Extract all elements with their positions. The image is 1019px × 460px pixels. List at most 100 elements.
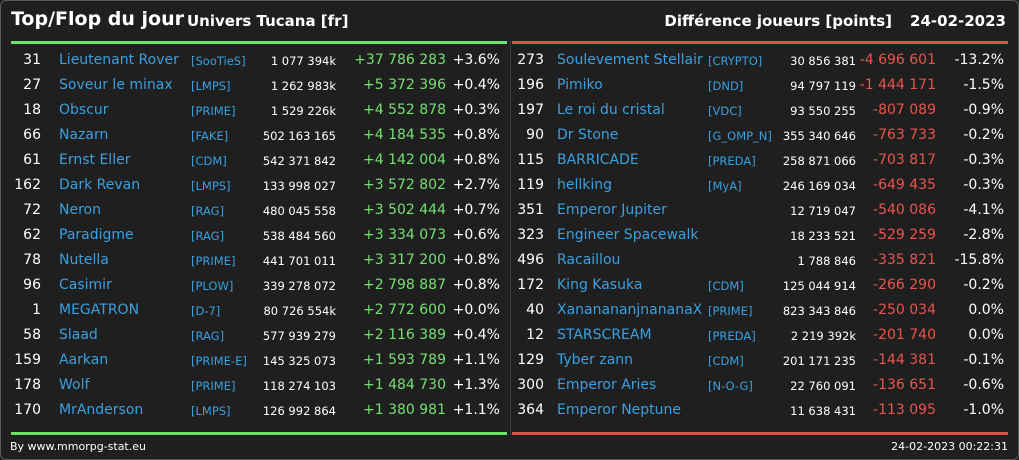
- player-name-link[interactable]: MrAnderson: [59, 402, 144, 418]
- player-row: 300 Emperor Aries [N-O-G] 22 760 091 -136 65…: [512, 373, 1018, 398]
- player-row: 66 Nazarn [FAKE] 502 163 165 +4 184 535 +0.8%: [1, 123, 509, 148]
- player-rank: 170: [14, 402, 41, 418]
- player-name-link[interactable]: Slaad: [59, 327, 98, 343]
- alliance-tag[interactable]: [PRIME-E]: [191, 354, 247, 368]
- alliance-tag[interactable]: [G_OMP_N]: [708, 129, 772, 143]
- player-name-link[interactable]: Engineer Spacewalk: [557, 227, 699, 243]
- player-points: 1 788 846: [797, 254, 856, 268]
- player-name-link[interactable]: STARSCREAM: [557, 327, 652, 343]
- alliance-tag[interactable]: [D-7]: [191, 304, 221, 318]
- player-rank: 496: [517, 252, 544, 268]
- points-difference: +2 772 600: [363, 302, 446, 318]
- alliance-tag[interactable]: [PRIME]: [708, 304, 753, 318]
- player-name-link[interactable]: MEGATRON: [59, 302, 140, 318]
- percent-change: -2.8%: [963, 227, 1004, 243]
- player-name-link[interactable]: Tyber zann: [557, 352, 634, 368]
- percent-change: 0.0%: [968, 302, 1004, 318]
- alliance-tag[interactable]: [PLOW]: [191, 279, 234, 293]
- alliance-tag[interactable]: [PREDA]: [708, 154, 756, 168]
- player-name-link[interactable]: Le roi du cristal: [557, 102, 665, 118]
- player-rank: 273: [517, 52, 544, 68]
- alliance-tag[interactable]: [RAG]: [191, 204, 225, 218]
- player-name-link[interactable]: Soulevement Stellair: [557, 52, 703, 68]
- player-name-link[interactable]: Aarkan: [59, 352, 109, 368]
- player-name-link[interactable]: Nutella: [59, 252, 109, 268]
- player-points: 22 760 091: [790, 379, 856, 393]
- player-name-link[interactable]: Paradigme: [59, 227, 134, 243]
- player-name-link[interactable]: Ernst Eller: [59, 152, 131, 168]
- player-rank: 18: [23, 102, 41, 118]
- points-difference: +4 142 004: [363, 152, 446, 168]
- player-name-link[interactable]: Casimir: [59, 277, 112, 293]
- player-points: 823 343 846: [782, 304, 856, 318]
- player-name-link[interactable]: Soveur le minax: [59, 77, 173, 93]
- alliance-tag[interactable]: [LMPS]: [191, 79, 231, 93]
- loss-divider-bottom: [512, 432, 1008, 435]
- player-name-link[interactable]: Emperor Aries: [557, 377, 657, 393]
- player-row: 1 MEGATRON [D-7] 80 726 554k +2 772 600 +0.0%: [1, 298, 509, 323]
- player-rank: 119: [517, 177, 544, 193]
- player-row: 27 Soveur le minax [LMPS] 1 262 983k +5 372 …: [1, 73, 509, 98]
- percent-change: +1.1%: [452, 402, 500, 418]
- alliance-tag[interactable]: [PREDA]: [708, 329, 756, 343]
- points-difference: +3 317 200: [363, 252, 446, 268]
- player-name-link[interactable]: Pimiko: [557, 77, 603, 93]
- alliance-tag[interactable]: [VDC]: [708, 104, 742, 118]
- player-points: 1 529 226k: [270, 104, 336, 118]
- percent-change: +0.8%: [452, 127, 500, 143]
- player-name-link[interactable]: Dark Revan: [59, 177, 141, 193]
- player-rank: 62: [23, 227, 41, 243]
- player-row: 62 Paradigme [RAG] 538 484 560 +3 334 073 +0.…: [1, 223, 509, 248]
- player-rank: 96: [23, 277, 41, 293]
- player-name-link[interactable]: Neron: [59, 202, 101, 218]
- top-gainers-list: 31 Lieutenant Rover [SooTieS] 1 077 394k +37…: [1, 48, 509, 423]
- alliance-tag[interactable]: [CDM]: [708, 354, 744, 368]
- player-name-link[interactable]: Lieutenant Rover: [59, 52, 179, 68]
- player-points: 355 340 646: [782, 129, 856, 143]
- player-points: 502 163 165: [262, 129, 336, 143]
- player-row: 18 Obscur [PRIME] 1 529 226k +4 552 878 +0.3%: [1, 98, 509, 123]
- player-points: 542 371 842: [262, 154, 336, 168]
- percent-change: -0.3%: [963, 177, 1004, 193]
- player-name-link[interactable]: Obscur: [59, 102, 109, 118]
- alliance-tag[interactable]: [RAG]: [191, 229, 225, 243]
- player-name-link[interactable]: XananananjnananaX: [557, 302, 703, 318]
- player-name-link[interactable]: Emperor Neptune: [557, 402, 682, 418]
- alliance-tag[interactable]: [FAKE]: [191, 129, 229, 143]
- player-rank: 72: [23, 202, 41, 218]
- player-name-link[interactable]: Nazarn: [59, 127, 109, 143]
- points-difference: -266 290: [873, 277, 936, 293]
- alliance-tag[interactable]: [LMPS]: [191, 179, 231, 193]
- alliance-tag[interactable]: [DND]: [708, 79, 744, 93]
- player-points: 133 998 027: [262, 179, 336, 193]
- player-name-link[interactable]: Racaillou: [557, 252, 621, 268]
- player-rank: 31: [23, 52, 41, 68]
- percent-change: +0.4%: [452, 327, 500, 343]
- column-divider: [510, 41, 511, 435]
- player-points: 94 797 119: [790, 79, 856, 93]
- player-name-link[interactable]: hellking: [557, 177, 613, 193]
- alliance-tag[interactable]: [CDM]: [191, 154, 227, 168]
- alliance-tag[interactable]: [LMPS]: [191, 404, 231, 418]
- player-name-link[interactable]: BARRICADE: [557, 152, 639, 168]
- player-rank: 40: [526, 302, 544, 318]
- alliance-tag[interactable]: [CDM]: [708, 279, 744, 293]
- points-difference: +4 184 535: [363, 127, 446, 143]
- percent-change: +1.3%: [452, 377, 500, 393]
- player-name-link[interactable]: Wolf: [59, 377, 90, 393]
- player-name-link[interactable]: Emperor Jupiter: [557, 202, 667, 218]
- player-row: 496 Racaillou 1 788 846 -335 821 -15.8%: [512, 248, 1018, 273]
- player-row: 364 Emperor Neptune 11 638 431 -113 095 -1.0…: [512, 398, 1018, 423]
- alliance-tag[interactable]: [PRIME]: [191, 379, 236, 393]
- alliance-tag[interactable]: [RAG]: [191, 329, 225, 343]
- alliance-tag[interactable]: [MyA]: [708, 179, 742, 193]
- alliance-tag[interactable]: [PRIME]: [191, 254, 236, 268]
- player-name-link[interactable]: King Kasuka: [557, 277, 643, 293]
- player-points: 1 262 983k: [270, 79, 336, 93]
- player-rank: 351: [517, 202, 544, 218]
- alliance-tag[interactable]: [SooTieS]: [191, 54, 246, 68]
- player-name-link[interactable]: Dr Stone: [557, 127, 619, 143]
- alliance-tag[interactable]: [PRIME]: [191, 104, 236, 118]
- alliance-tag[interactable]: [N-O-G]: [708, 379, 753, 393]
- alliance-tag[interactable]: [CRYPTO]: [708, 54, 763, 68]
